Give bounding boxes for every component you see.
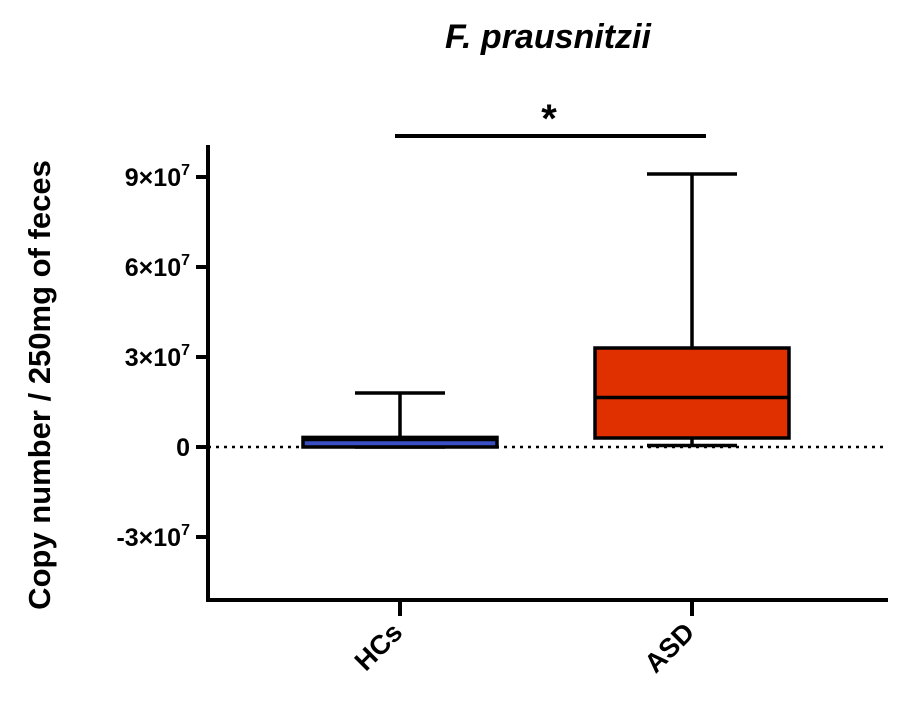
y-tick-label: 9×107 bbox=[125, 162, 190, 192]
boxes bbox=[301, 172, 791, 449]
y-tick-label: 3×107 bbox=[125, 342, 190, 372]
chart-title: F. prausnitzii bbox=[445, 18, 652, 56]
y-tick-label: -3×107 bbox=[116, 522, 190, 552]
y-tick-label: 6×107 bbox=[125, 252, 190, 282]
y-tick-exponent: 7 bbox=[181, 342, 190, 359]
y-axis-label: Copy number / 250mg of feces bbox=[22, 160, 57, 610]
significance-marker: * bbox=[541, 97, 557, 141]
annotations: * bbox=[208, 97, 888, 449]
box-asd bbox=[593, 172, 791, 448]
iqr-box bbox=[593, 346, 791, 440]
y-tick-exponent: 7 bbox=[181, 162, 190, 179]
box-hcs bbox=[301, 391, 499, 449]
y-tick-exponent: 7 bbox=[181, 252, 190, 269]
axes: 9×107 6×107 3×107 0 -3×107 HCs ASD bbox=[116, 145, 888, 679]
y-tick-label: 0 bbox=[176, 434, 190, 462]
x-tick-label: HCs bbox=[349, 617, 408, 676]
x-tick-label: ASD bbox=[639, 617, 701, 679]
y-tick-exponent: 7 bbox=[181, 522, 190, 539]
